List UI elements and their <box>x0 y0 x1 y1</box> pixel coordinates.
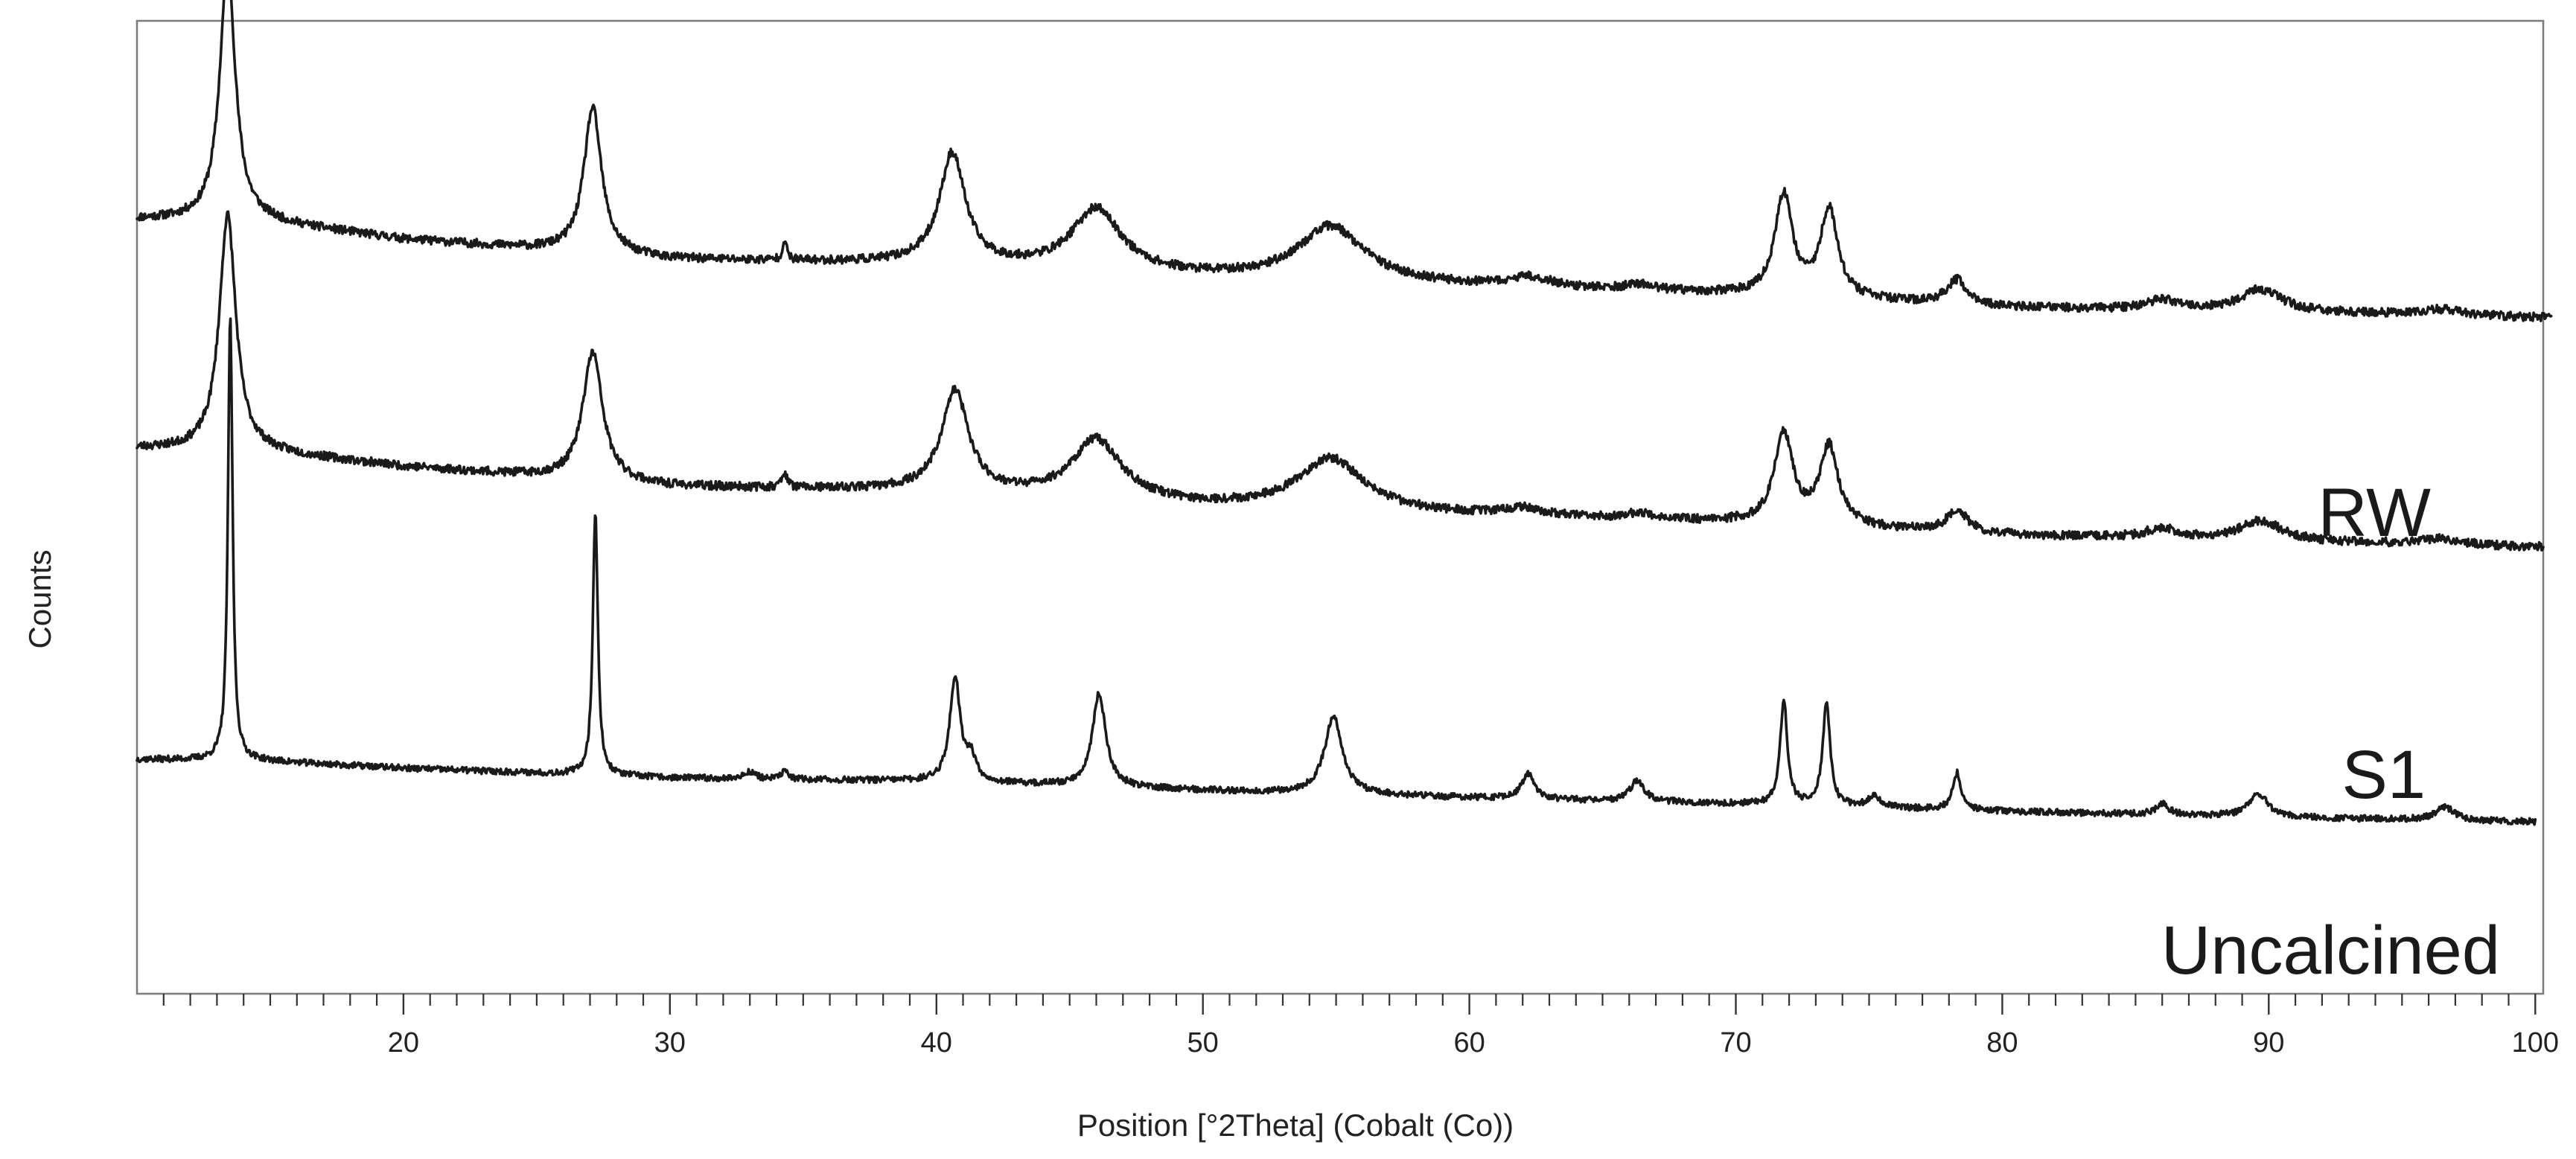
y-axis-title: Counts <box>22 549 57 648</box>
x-axis-title: Position [°2Theta] (Cobalt (Co)) <box>1077 1108 1514 1143</box>
series-label-s1: S1 <box>2341 737 2426 813</box>
x-tick-label-40: 40 <box>921 1027 952 1059</box>
x-tick-label-90: 90 <box>2253 1027 2284 1059</box>
x-tick-label-50: 50 <box>1187 1027 1219 1059</box>
x-tick-label-70: 70 <box>1720 1027 1751 1059</box>
x-axis-tick-labels: 20 30 40 50 60 70 80 90 100 <box>388 1027 2559 1059</box>
series-line-uncalcined <box>136 317 2537 826</box>
series-line-rw <box>136 0 2553 322</box>
x-tick-label-60: 60 <box>1453 1027 1485 1059</box>
series-line-s1 <box>136 210 2545 552</box>
series-label-rw: RW <box>2318 475 2431 551</box>
x-tick-label-20: 20 <box>388 1027 419 1059</box>
plot-frame <box>136 19 2545 995</box>
series-label-uncalcined: Uncalcined <box>2161 913 2500 989</box>
x-tick-label-100: 100 <box>2512 1027 2559 1059</box>
x-axis-ticks <box>162 994 2537 1015</box>
x-tick-label-80: 80 <box>1986 1027 2018 1059</box>
traces <box>136 0 2553 826</box>
x-tick-label-30: 30 <box>654 1027 686 1059</box>
